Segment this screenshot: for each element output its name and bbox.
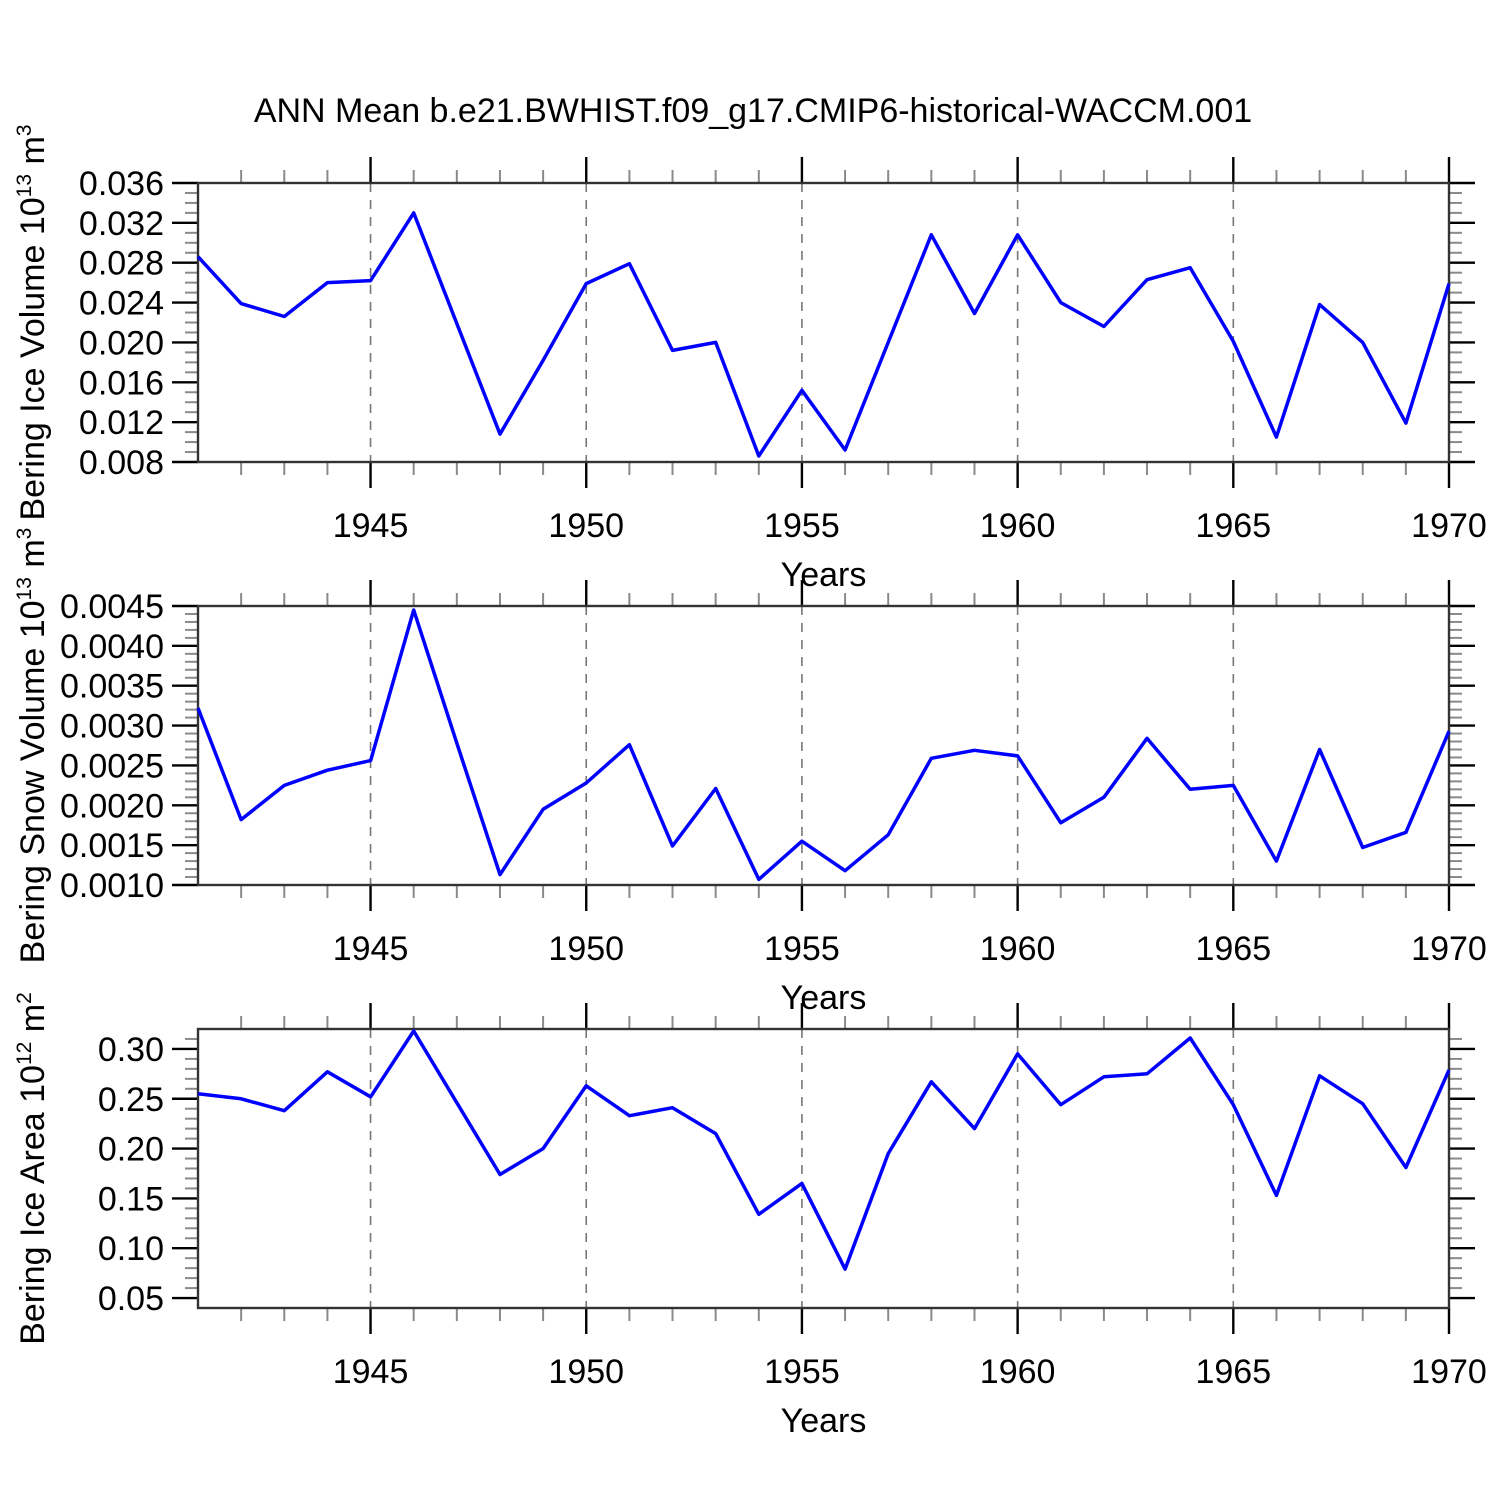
y-tick-label: 0.0035 [60, 668, 164, 706]
chart-panel-bering-ice-area: 0.05 0.10 0.15 0.20 0.25 0.30 1945 1950 1955 1960… [13, 992, 1487, 1440]
y-tick-label: 0.016 [79, 364, 164, 402]
y-axis-title: Bering Snow Volume 1013 m3 [13, 528, 52, 964]
x-tick-label: 1960 [980, 930, 1056, 968]
y-tick-label: 0.30 [98, 1031, 164, 1069]
y-axis-title-group: Bering Ice Volume 1013 m3 [13, 124, 52, 520]
y-tick-label: 0.0045 [60, 588, 164, 626]
x-tick-label: 1955 [764, 930, 840, 968]
x-tick-label: 1950 [548, 507, 624, 545]
y-tick-label: 0.0030 [60, 708, 164, 746]
x-tick-label: 1965 [1195, 930, 1271, 968]
series-line-bering-ice-area [197, 1029, 1451, 1271]
y-tick-label: 0.008 [79, 444, 164, 482]
y-tick-label: 0.0040 [60, 628, 164, 666]
y-tick-label: 0.20 [98, 1131, 164, 1169]
x-axis-title: Years [781, 556, 867, 594]
y-tick-label: 0.0015 [60, 827, 164, 865]
x-tick-label: 1955 [764, 1353, 840, 1391]
x-axis-title: Years [781, 979, 867, 1017]
y-tick-label: 0.024 [79, 285, 164, 323]
x-tick-label: 1945 [333, 1353, 409, 1391]
y-tick-label: 0.15 [98, 1180, 164, 1218]
series-line-bering-ice-volume [196, 211, 1451, 458]
chart-panels: 0.0080.0120.0160.0200.0240.0280.0320.036… [13, 124, 1487, 1440]
x-tick-label: 1960 [980, 1353, 1056, 1391]
y-tick-label: 0.05 [98, 1280, 164, 1318]
x-tick-label: 1965 [1195, 1353, 1271, 1391]
x-tick-label: 1950 [548, 1353, 624, 1391]
y-tick-label: 0.020 [79, 324, 164, 362]
x-tick-label: 1970 [1411, 930, 1487, 968]
x-tick-label: 1970 [1411, 1353, 1487, 1391]
y-tick-label: 0.028 [79, 245, 164, 283]
y-tick-label: 0.0025 [60, 747, 164, 785]
y-axis-title: Bering Ice Area 1012 m2 [13, 992, 52, 1345]
x-tick-label: 1960 [980, 507, 1056, 545]
series-line-bering-snow-volume [196, 608, 1451, 882]
x-tick-label: 1950 [548, 930, 624, 968]
x-axis-title: Years [781, 1402, 867, 1440]
x-tick-label: 1945 [333, 507, 409, 545]
x-tick-label: 1965 [1195, 507, 1271, 545]
y-tick-label: 0.10 [98, 1230, 164, 1268]
y-tick-label: 0.012 [79, 404, 164, 442]
plot-border [196, 604, 1451, 887]
y-tick-label: 0.0020 [60, 787, 164, 825]
y-tick-label: 0.036 [79, 165, 164, 203]
chart-panel-bering-snow-volume: 0.00100.00150.00200.00250.00300.00350.00… [13, 528, 1487, 1017]
chart-panel-bering-ice-volume: 0.0080.0120.0160.0200.0240.0280.0320.036… [13, 124, 1487, 594]
plot-border [196, 1027, 1451, 1310]
figure-title: ANN Mean b.e21.BWHIST.f09_g17.CMIP6-hist… [254, 92, 1252, 130]
y-tick-label: 0.25 [98, 1081, 164, 1119]
plot-border [196, 181, 1451, 464]
x-tick-label: 1945 [333, 930, 409, 968]
x-tick-label: 1970 [1411, 507, 1487, 545]
y-axis-title: Bering Ice Volume 1013 m3 [13, 124, 52, 520]
y-axis-title-group: Bering Snow Volume 1013 m3 [13, 528, 52, 964]
x-tick-label: 1955 [764, 507, 840, 545]
y-axis-title-group: Bering Ice Area 1012 m2 [13, 992, 52, 1345]
y-tick-label: 0.032 [79, 205, 164, 243]
y-tick-label: 0.0010 [60, 867, 164, 905]
